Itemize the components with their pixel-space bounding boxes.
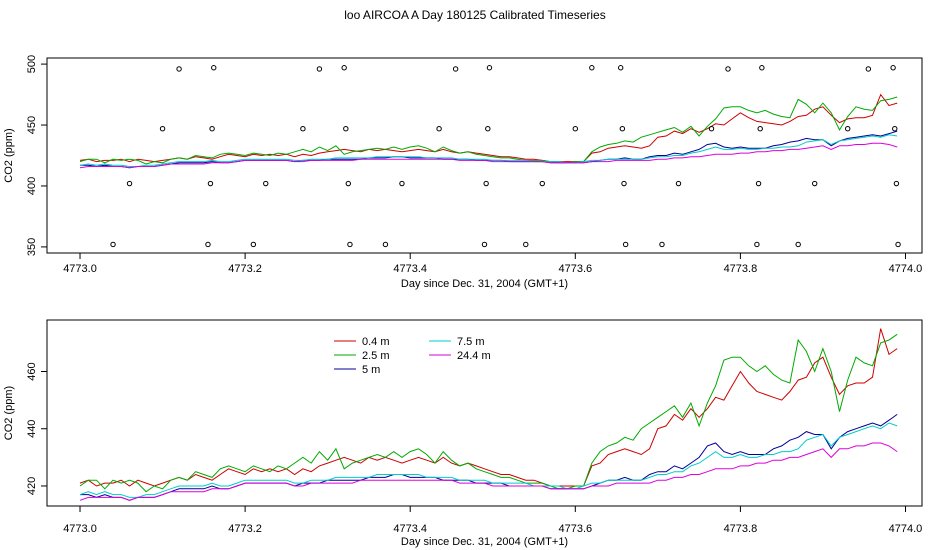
data-point bbox=[159, 125, 166, 132]
y-axis-label: CO2 (ppm) bbox=[3, 386, 15, 440]
data-point bbox=[486, 65, 493, 71]
data-point bbox=[675, 180, 682, 187]
data-point bbox=[485, 125, 491, 132]
data-point bbox=[110, 241, 116, 248]
legend-label: 5 m bbox=[362, 364, 380, 376]
data-point bbox=[211, 65, 217, 71]
series-line-5-m bbox=[80, 130, 898, 169]
data-point bbox=[890, 65, 896, 71]
data-point bbox=[619, 125, 626, 132]
data-point bbox=[207, 180, 214, 187]
data-point bbox=[263, 180, 269, 187]
x-tick-label: 4773.8 bbox=[724, 263, 758, 275]
series-line-7-5-m bbox=[79, 422, 898, 498]
x-tick-label: 4773.4 bbox=[393, 263, 427, 275]
series-line-2-5-m bbox=[79, 96, 898, 165]
data-point bbox=[300, 125, 306, 132]
x-tick-label: 4773.8 bbox=[724, 523, 758, 535]
data-point bbox=[622, 241, 629, 248]
plot-frame-2 bbox=[46, 319, 923, 507]
data-point bbox=[523, 241, 529, 248]
x-tick-label: 4774.0 bbox=[889, 263, 923, 275]
legend-label: 2.5 m bbox=[362, 350, 390, 362]
x-axis-label: Day since Dec. 31, 2004 (GMT+1) bbox=[401, 278, 568, 290]
data-point bbox=[725, 66, 731, 72]
data-point bbox=[795, 241, 801, 248]
data-point bbox=[757, 125, 763, 132]
series-line-0-4-m bbox=[79, 328, 898, 487]
series-line-0-4-m bbox=[79, 93, 898, 163]
data-point bbox=[892, 125, 898, 132]
y-tick-label: 400 bbox=[26, 177, 38, 195]
data-point bbox=[382, 241, 389, 248]
series-line-24-4-m bbox=[79, 142, 898, 169]
y-tick-label: 500 bbox=[26, 55, 38, 73]
data-point bbox=[436, 125, 442, 132]
data-point bbox=[865, 66, 872, 72]
x-tick-label: 4773.6 bbox=[558, 263, 592, 275]
data-point bbox=[341, 65, 347, 71]
data-point bbox=[176, 66, 182, 72]
data-point bbox=[316, 66, 323, 72]
x-tick-label: 4773.4 bbox=[393, 523, 427, 535]
data-point bbox=[205, 241, 211, 248]
data-point bbox=[845, 125, 851, 132]
series-line-7-5-m bbox=[79, 134, 898, 167]
y-tick-label: 440 bbox=[26, 420, 38, 438]
data-point bbox=[893, 180, 900, 187]
y-tick-label: 460 bbox=[26, 362, 38, 380]
data-point bbox=[126, 180, 133, 187]
data-point bbox=[345, 180, 351, 187]
legend-label: 24.4 m bbox=[457, 350, 491, 362]
data-point bbox=[347, 241, 353, 248]
data-point bbox=[452, 66, 459, 72]
x-tick-label: 4773.0 bbox=[63, 523, 97, 535]
y-tick-label: 350 bbox=[26, 238, 38, 256]
legend-label: 7.5 m bbox=[457, 336, 485, 348]
data-point bbox=[708, 125, 715, 132]
series-line-5-m bbox=[80, 413, 898, 501]
x-tick-label: 4774.0 bbox=[889, 523, 923, 535]
y-tick-label: 420 bbox=[26, 477, 38, 495]
x-tick-label: 4773.6 bbox=[558, 523, 592, 535]
data-point bbox=[572, 125, 579, 132]
y-axis-label: CO2 (ppm) bbox=[3, 128, 15, 182]
series-line-2-5-m bbox=[79, 333, 898, 493]
x-tick-label: 4773.2 bbox=[228, 523, 262, 535]
data-point bbox=[589, 65, 595, 71]
data-point bbox=[754, 241, 760, 248]
plot-frame-1 bbox=[46, 57, 923, 254]
data-point bbox=[621, 180, 627, 187]
data-point bbox=[399, 180, 405, 187]
data-point bbox=[811, 180, 818, 187]
data-point bbox=[618, 65, 624, 71]
data-point bbox=[759, 65, 765, 71]
y-tick-label: 450 bbox=[26, 116, 38, 134]
x-tick-label: 4773.2 bbox=[228, 263, 262, 275]
series-line-24-4-m bbox=[79, 442, 898, 501]
data-point bbox=[659, 241, 665, 248]
data-point bbox=[483, 180, 489, 187]
x-tick-label: 4773.0 bbox=[63, 263, 97, 275]
data-point bbox=[481, 241, 488, 248]
chart-title: loo AIRCOA A Day 180125 Calibrated Times… bbox=[344, 8, 606, 22]
legend-label: 0.4 m bbox=[362, 336, 390, 348]
data-point bbox=[895, 241, 901, 248]
data-point bbox=[250, 241, 257, 248]
data-point bbox=[539, 180, 545, 187]
x-axis-label: Day since Dec. 31, 2004 (GMT+1) bbox=[401, 536, 568, 548]
data-point bbox=[343, 125, 349, 132]
data-point bbox=[755, 180, 762, 187]
data-point bbox=[209, 125, 215, 132]
